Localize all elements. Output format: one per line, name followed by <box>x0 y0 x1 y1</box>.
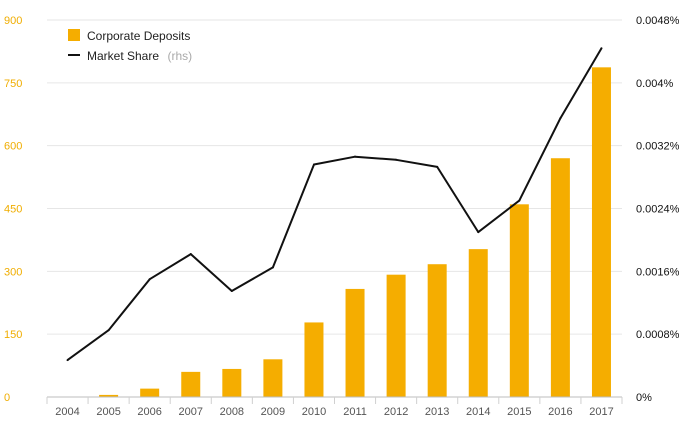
line-point <box>436 165 439 168</box>
line-point <box>559 117 562 120</box>
left-tick-label: 750 <box>4 78 22 90</box>
line-point <box>271 266 274 269</box>
bar <box>263 359 283 397</box>
right-tick-label: 0.0008% <box>636 329 680 341</box>
legend-label-market-share-text: Market Share <box>87 49 159 63</box>
bar <box>181 371 201 397</box>
line-point <box>66 359 69 362</box>
x-tick-label: 2007 <box>179 406 203 418</box>
legend-label-market-share-suffix: (rhs) <box>167 49 192 63</box>
x-tick-label: 2012 <box>384 406 408 418</box>
x-tick-label: 2004 <box>55 406 79 418</box>
line-point <box>354 155 357 158</box>
x-tick-label: 2009 <box>261 406 285 418</box>
line-series <box>66 47 603 362</box>
left-tick-label: 900 <box>4 15 22 27</box>
x-tick-label: 2008 <box>220 406 244 418</box>
legend-label-market-share: Market Share (rhs) <box>87 47 192 64</box>
right-tick-label: 0.0016% <box>636 266 680 278</box>
market-share-line <box>66 47 603 361</box>
left-tick-label: 150 <box>4 329 22 341</box>
left-tick-label: 300 <box>4 266 22 278</box>
line-point <box>518 199 521 202</box>
axes: 0 150 300 450 600 750 900 0% 0.0008% 0.0016% 0.002… <box>4 15 680 418</box>
legend-label-corporate-deposits: Corporate Deposits <box>87 29 190 43</box>
line-point <box>148 278 151 281</box>
x-tick-label: 2011 <box>343 406 367 418</box>
x-tick-label: 2017 <box>589 406 613 418</box>
line-point <box>107 329 110 332</box>
x-tick-label: 2016 <box>548 406 572 418</box>
line-point <box>600 47 603 50</box>
left-tick-label: 600 <box>4 141 22 153</box>
bar <box>427 264 447 397</box>
x-tick-label: 2005 <box>96 406 120 418</box>
left-tick-label: 0 <box>4 392 10 404</box>
grid-lines <box>47 19 622 398</box>
bar <box>99 394 119 397</box>
x-tick-label: 2010 <box>302 406 326 418</box>
bar <box>550 158 570 397</box>
line-point <box>477 231 480 234</box>
legend-swatch-corporate-deposits <box>68 29 80 41</box>
x-tick-label: 2015 <box>507 406 531 418</box>
bar <box>591 67 611 397</box>
bar <box>345 288 365 397</box>
legend: Corporate Deposits Market Share (rhs) <box>68 29 192 64</box>
bar-series <box>99 67 611 397</box>
x-tick-label: 2014 <box>466 406 490 418</box>
left-tick-label: 450 <box>4 204 22 216</box>
line-point <box>312 163 315 166</box>
x-tick-label: 2013 <box>425 406 449 418</box>
line-point <box>395 158 398 161</box>
right-tick-label: 0.004% <box>636 78 674 90</box>
right-tick-label: 0.0048% <box>636 15 680 27</box>
bar <box>468 249 488 397</box>
bar <box>509 204 529 397</box>
bar <box>386 274 406 397</box>
bar <box>304 322 324 397</box>
line-point <box>230 289 233 292</box>
bar <box>222 368 242 397</box>
x-tick-label: 2006 <box>137 406 161 418</box>
right-tick-label: 0% <box>636 392 652 404</box>
right-tick-label: 0.0032% <box>636 141 680 153</box>
right-tick-label: 0.0024% <box>636 204 680 216</box>
line-point <box>189 253 192 256</box>
bar <box>140 388 160 397</box>
